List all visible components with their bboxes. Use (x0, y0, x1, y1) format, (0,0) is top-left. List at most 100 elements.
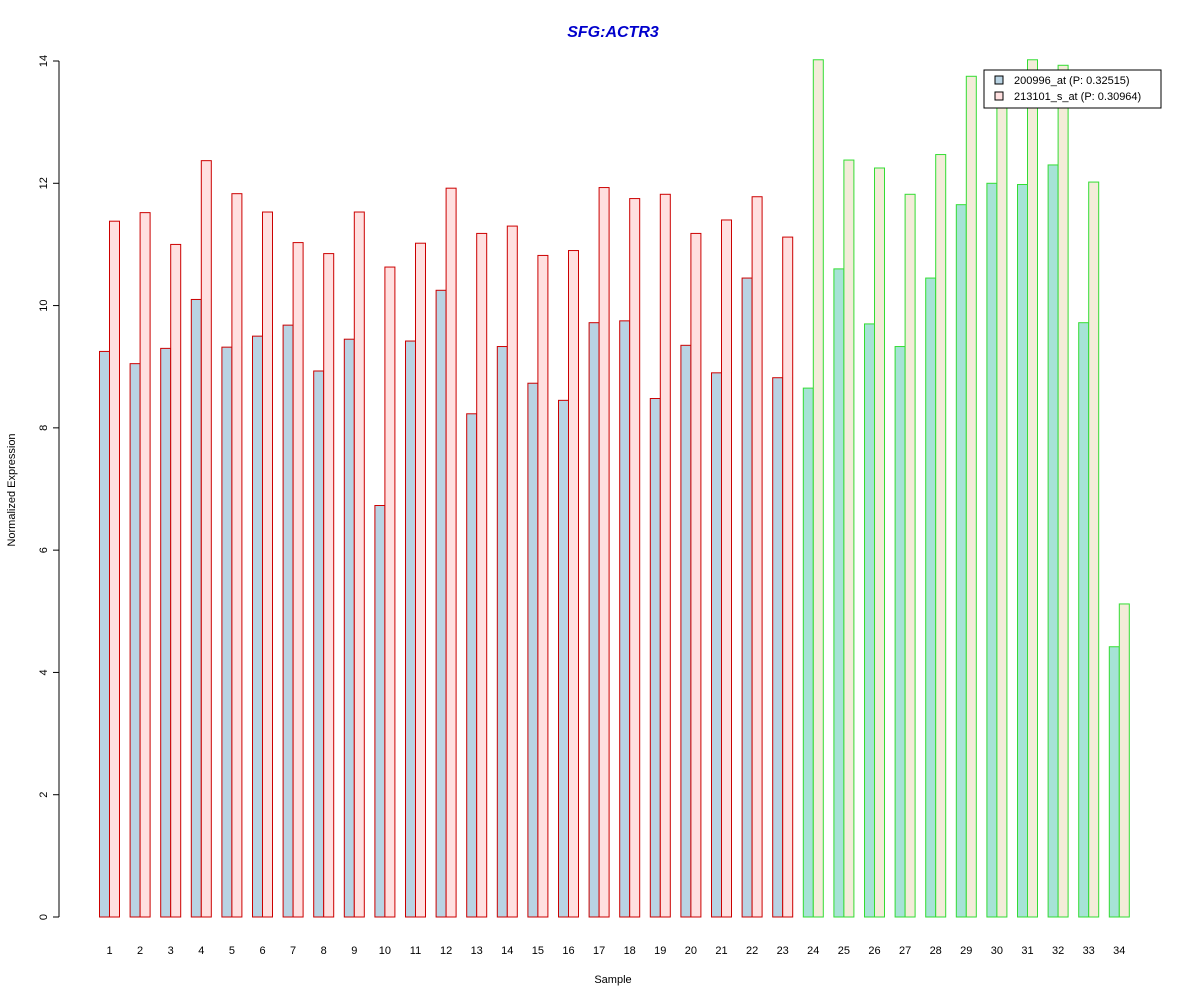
bar-200996-at-sample-18 (619, 320, 631, 918)
bar-200996-at-sample-6 (252, 335, 263, 918)
bar-200996-at-sample-13 (466, 413, 478, 918)
bar-200996-at-sample-27 (894, 346, 906, 918)
y-tick-label: 12 (38, 177, 50, 189)
y-tick-label: 10 (38, 299, 50, 311)
bar-200996-at-sample-16 (558, 399, 569, 918)
bar-213101-s-at-sample-26 (874, 167, 885, 918)
x-tick-label-5: 5 (229, 945, 235, 957)
bar-200996-at-sample-28 (925, 277, 937, 918)
legend-box (983, 69, 1162, 109)
legend-swatch-213101-s-at (994, 91, 1004, 101)
bar-213101-s-at-sample-30 (996, 91, 1008, 918)
bar-213101-s-at-sample-24 (812, 59, 824, 918)
bar-213101-s-at-sample-25 (843, 159, 855, 918)
bar-213101-s-at-sample-13 (476, 232, 488, 918)
bar-213101-s-at-sample-23 (782, 236, 794, 918)
x-axis-label: Sample (594, 974, 631, 986)
x-tick-label-7: 7 (290, 945, 296, 957)
bar-213101-s-at-sample-18 (629, 198, 641, 918)
x-tick-label-4: 4 (198, 945, 204, 957)
x-tick-label-30: 30 (991, 945, 1003, 957)
x-tick-label-6: 6 (259, 945, 265, 957)
bar-200996-at-sample-33 (1078, 322, 1090, 918)
bar-213101-s-at-sample-31 (1027, 59, 1038, 918)
x-tick-label-22: 22 (746, 945, 758, 957)
bar-200996-at-sample-21 (711, 372, 722, 918)
bar-213101-s-at-sample-20 (690, 232, 702, 918)
bar-200996-at-sample-2 (129, 363, 141, 918)
bar-213101-s-at-sample-14 (506, 225, 518, 918)
bar-200996-at-sample-12 (435, 289, 447, 918)
bar-213101-s-at-sample-6 (262, 211, 273, 918)
bar-213101-s-at-sample-22 (751, 196, 763, 918)
x-tick-label-27: 27 (899, 945, 911, 957)
bar-213101-s-at-sample-9 (353, 211, 365, 918)
bar-213101-s-at-sample-7 (292, 242, 304, 918)
legend-label-200996-at: 200996_at (P: 0.32515) (1014, 75, 1130, 87)
bar-213101-s-at-sample-34 (1118, 603, 1130, 918)
x-tick-label-8: 8 (321, 945, 327, 957)
x-tick-label-25: 25 (838, 945, 850, 957)
bar-200996-at-sample-17 (588, 322, 600, 918)
x-tick-label-3: 3 (168, 945, 174, 957)
bar-200996-at-sample-29 (955, 204, 967, 918)
bar-213101-s-at-sample-21 (721, 219, 732, 918)
bar-213101-s-at-sample-11 (415, 242, 426, 918)
bar-200996-at-sample-15 (527, 382, 539, 918)
chart-title: SFG:ACTR3 (567, 24, 659, 41)
y-axis: 0 2 4 6 8 10 12 14 (38, 55, 60, 920)
x-tick-label-16: 16 (562, 945, 574, 957)
bar-213101-s-at-sample-5 (231, 193, 243, 918)
bar-200996-at-sample-24 (802, 387, 814, 918)
x-tick-label-9: 9 (351, 945, 357, 957)
bar-213101-s-at-sample-29 (965, 75, 977, 918)
bar-200996-at-sample-30 (986, 182, 998, 918)
x-tick-label-24: 24 (807, 945, 819, 957)
bar-213101-s-at-sample-16 (568, 250, 579, 918)
bar-200996-at-sample-34 (1108, 646, 1120, 918)
bar-213101-s-at-sample-32 (1057, 64, 1069, 918)
y-tick-label: 4 (38, 669, 50, 675)
bar-213101-s-at-sample-2 (139, 212, 151, 918)
x-tick-label-21: 21 (715, 945, 727, 957)
x-tick-label-33: 33 (1083, 945, 1095, 957)
x-tick-label-26: 26 (868, 945, 880, 957)
x-tick-label-34: 34 (1113, 945, 1125, 957)
bar-213101-s-at-sample-8 (323, 253, 335, 918)
x-tick-label-17: 17 (593, 945, 605, 957)
bar-200996-at-sample-32 (1047, 164, 1059, 918)
x-tick-label-18: 18 (624, 945, 636, 957)
x-tick-label-28: 28 (930, 945, 942, 957)
x-tick-labels: 1 2 3 4 5 6 7 8 9 10 11 12 13 14 15 16 17 18 19 20 21 22 23 24 2… (106, 945, 1125, 957)
bar-213101-s-at-sample-27 (904, 193, 916, 918)
y-tick-label: 8 (38, 425, 50, 431)
x-tick-label-11: 11 (410, 945, 421, 957)
x-tick-label-20: 20 (685, 945, 697, 957)
x-tick-label-10: 10 (379, 945, 391, 957)
bar-200996-at-sample-26 (864, 323, 875, 918)
y-tick-label: 2 (38, 792, 50, 798)
bar-213101-s-at-sample-3 (170, 243, 182, 918)
bar-200996-at-sample-5 (221, 346, 233, 918)
bar-213101-s-at-sample-28 (935, 154, 947, 918)
bar-200996-at-sample-3 (160, 347, 172, 918)
bar-200996-at-sample-11 (405, 340, 416, 918)
bar-200996-at-sample-23 (772, 377, 784, 918)
bar-200996-at-sample-22 (741, 277, 753, 918)
x-tick-label-23: 23 (777, 945, 789, 957)
bar-213101-s-at-sample-1 (109, 220, 120, 918)
bar-200996-at-sample-1 (99, 350, 110, 918)
bar-200996-at-sample-4 (190, 298, 202, 918)
bar-200996-at-sample-10 (374, 505, 386, 918)
bar-200996-at-sample-20 (680, 344, 692, 918)
x-tick-label-2: 2 (137, 945, 143, 957)
bar-200996-at-sample-7 (282, 324, 294, 918)
bar-213101-s-at-sample-33 (1088, 181, 1100, 918)
y-tick-label: 14 (38, 55, 50, 67)
bar-213101-s-at-sample-15 (537, 254, 549, 918)
bar-213101-s-at-sample-10 (384, 266, 396, 918)
x-tick-label-31: 31 (1021, 945, 1033, 957)
bars (99, 59, 1130, 918)
